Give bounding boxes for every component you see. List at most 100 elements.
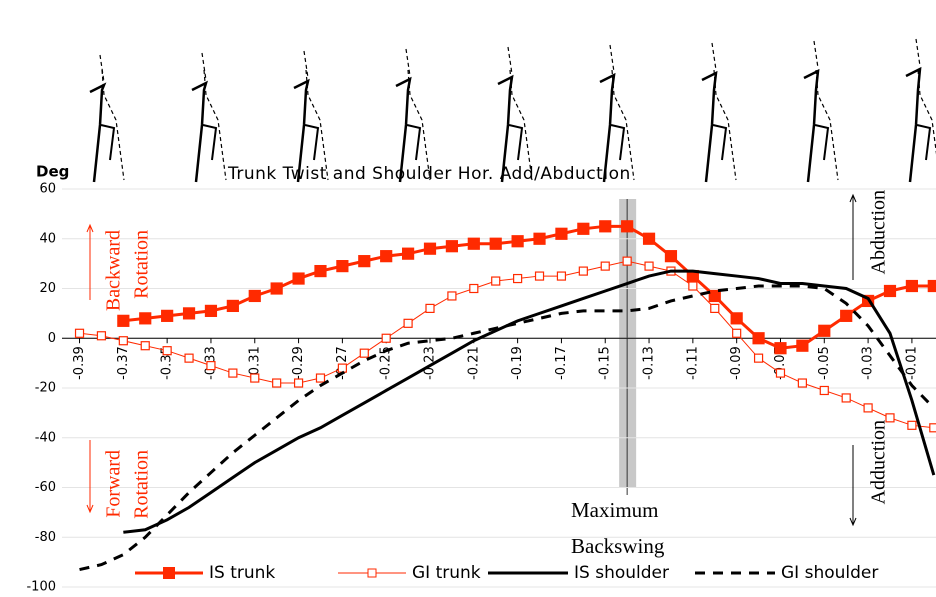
data-point <box>557 272 565 280</box>
data-point <box>315 266 326 277</box>
data-point <box>908 421 916 429</box>
data-point <box>271 283 282 294</box>
data-point <box>119 337 127 345</box>
chart-title: Trunk Twist and Shoulder Hor. Add/Abduct… <box>227 164 631 184</box>
stick-figure <box>509 125 522 160</box>
stick-figure <box>203 125 216 160</box>
data-point <box>207 362 215 370</box>
stick-figures <box>90 39 936 182</box>
stick-figure <box>407 125 420 160</box>
data-point <box>295 379 303 387</box>
annotation: Rotation <box>131 450 153 519</box>
data-point <box>97 332 105 340</box>
data-point <box>251 374 259 382</box>
y-tick-label: -40 <box>35 430 56 445</box>
stick-figure <box>917 125 930 160</box>
data-point <box>819 325 830 336</box>
data-point <box>534 233 545 244</box>
data-point <box>359 256 370 267</box>
data-point <box>381 251 392 262</box>
data-point <box>404 319 412 327</box>
data-point <box>797 340 808 351</box>
data-point <box>841 310 852 321</box>
x-tick-label: -0.03 <box>861 346 876 380</box>
legend-label: GI trunk <box>412 563 481 583</box>
data-point <box>184 308 195 319</box>
data-point <box>382 334 390 342</box>
legend-label: IS shoulder <box>574 563 669 583</box>
data-point <box>753 333 764 344</box>
data-point <box>403 248 414 259</box>
data-point <box>141 342 149 350</box>
chart: Trunk Twist and Shoulder Hor. Add/Abduct… <box>0 0 936 597</box>
stick-figure <box>702 73 716 182</box>
stick-figure <box>713 125 726 160</box>
data-point <box>249 290 260 301</box>
data-point <box>644 233 655 244</box>
stick-figure <box>202 53 206 80</box>
x-tick-label: -0.01 <box>904 346 919 380</box>
stick-figure <box>508 47 512 74</box>
y-tick-label: 60 <box>39 182 56 197</box>
annotation: Backward <box>103 230 125 311</box>
y-tick-label: -60 <box>35 480 56 495</box>
y-tick-label: 40 <box>39 231 56 246</box>
annotation: Abduction <box>868 190 890 274</box>
data-point <box>930 424 936 432</box>
data-point <box>470 285 478 293</box>
x-tick-label: -0.17 <box>554 346 569 380</box>
data-point <box>600 221 611 232</box>
stick-figure <box>814 41 818 68</box>
stick-figure <box>610 45 614 72</box>
y-axis-label: Deg <box>36 163 69 181</box>
data-point <box>338 364 346 372</box>
x-tick-label: -0.13 <box>642 346 657 380</box>
x-tick-label: -0.19 <box>510 346 525 380</box>
data-point <box>316 374 324 382</box>
y-tick-label: -100 <box>26 580 56 595</box>
y-tick-label: 20 <box>39 281 56 296</box>
legend-marker <box>164 568 175 579</box>
data-point <box>798 379 806 387</box>
stick-figure <box>100 55 104 82</box>
data-point <box>579 267 587 275</box>
data-point <box>273 379 281 387</box>
data-point <box>906 281 917 292</box>
legend-marker <box>368 569 376 577</box>
data-point <box>468 238 479 249</box>
legend-label: GI shoulder <box>781 563 878 583</box>
stick-figure <box>90 85 104 182</box>
data-point <box>665 251 676 262</box>
data-point <box>556 228 567 239</box>
data-point <box>360 349 368 357</box>
data-point <box>425 243 436 254</box>
stick-figure <box>712 43 716 70</box>
y-tick-label: -80 <box>35 530 56 545</box>
data-point <box>512 236 523 247</box>
data-point <box>229 369 237 377</box>
stick-figure <box>804 71 818 182</box>
y-tick-label: -20 <box>35 381 56 396</box>
data-point <box>820 386 828 394</box>
y-tick-label: 0 <box>48 331 56 346</box>
data-point <box>864 404 872 412</box>
data-point <box>448 292 456 300</box>
data-point <box>76 329 84 337</box>
annotation: Adduction <box>868 420 890 504</box>
data-point <box>645 262 653 270</box>
stick-figure <box>305 125 318 160</box>
data-point <box>755 354 763 362</box>
x-tick-label: -0.09 <box>729 346 744 380</box>
stick-figure <box>611 125 624 160</box>
data-point <box>731 313 742 324</box>
data-point <box>776 369 784 377</box>
data-point <box>426 304 434 312</box>
data-point <box>928 281 936 292</box>
data-point <box>842 394 850 402</box>
data-point <box>733 329 741 337</box>
data-point <box>514 275 522 283</box>
x-tick-label: -0.15 <box>598 346 613 380</box>
x-tick-label: -0.39 <box>72 346 87 380</box>
data-point <box>689 282 697 290</box>
data-point <box>623 257 631 265</box>
